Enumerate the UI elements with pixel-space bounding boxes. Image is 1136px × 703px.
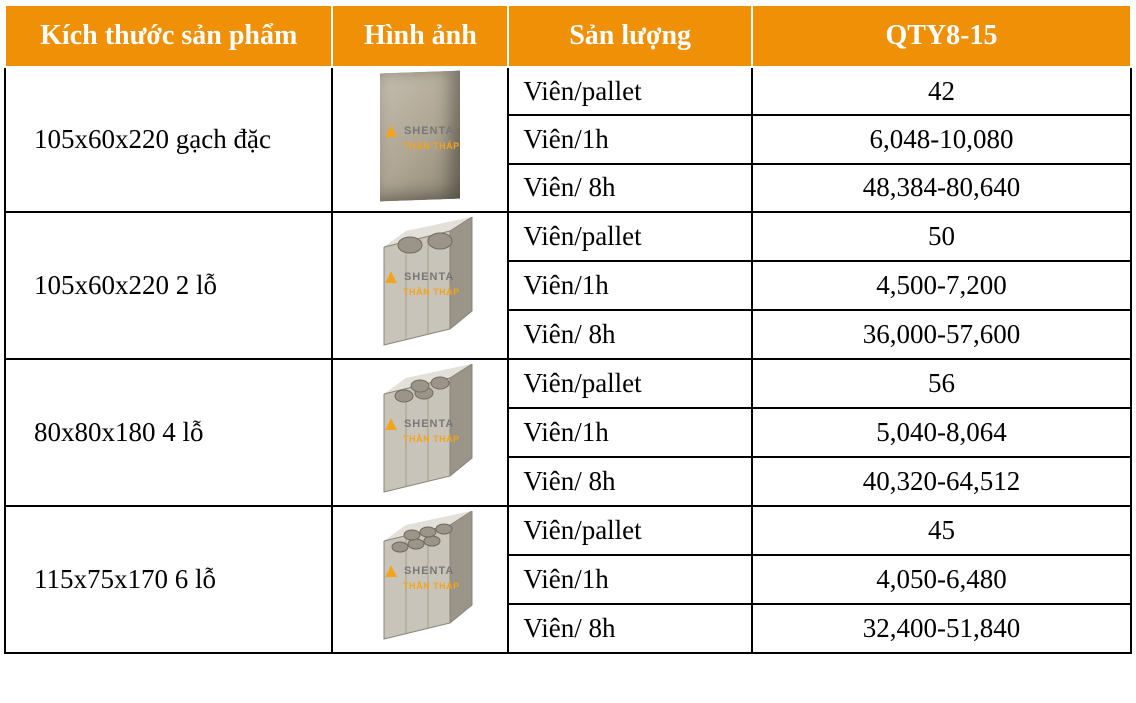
cell-qty-8h: 40,320-64,512 bbox=[752, 457, 1131, 506]
cell-output-label: Viên/pallet bbox=[508, 359, 752, 408]
cell-size: 80x80x180 4 lỗ bbox=[5, 359, 332, 506]
cell-qty-8h: 48,384-80,640 bbox=[752, 164, 1131, 212]
cell-qty-pallet: 50 bbox=[752, 212, 1131, 261]
cell-qty-8h: 32,400-51,840 bbox=[752, 604, 1131, 653]
cell-output-label: Viên/1h bbox=[508, 115, 752, 163]
cell-size: 105x60x220 gạch đặc bbox=[5, 67, 332, 212]
cell-size: 115x75x170 6 lỗ bbox=[5, 506, 332, 653]
cell-image: ▲SHENTATHẦN THÁP bbox=[332, 359, 508, 506]
cell-qty-1h: 6,048-10,080 bbox=[752, 115, 1131, 163]
cell-output-label: Viên/pallet bbox=[508, 506, 752, 555]
cell-output-label: Viên/ 8h bbox=[508, 310, 752, 359]
cell-qty-8h: 36,000-57,600 bbox=[752, 310, 1131, 359]
cell-output-label: Viên/1h bbox=[508, 261, 752, 310]
table-row: 105x60x220 gạch đặc▲SHENTATHẦN THÁPViên/… bbox=[5, 67, 1131, 115]
cell-image: ▲SHENTATHẦN THÁP bbox=[332, 67, 508, 212]
cell-output-label: Viên/1h bbox=[508, 408, 752, 457]
cell-output-label: Viên/1h bbox=[508, 555, 752, 604]
cell-qty-1h: 5,040-8,064 bbox=[752, 408, 1131, 457]
cell-output-label: Viên/pallet bbox=[508, 212, 752, 261]
cell-size: 105x60x220 2 lỗ bbox=[5, 212, 332, 359]
cell-image: ▲SHENTATHẦN THÁP bbox=[332, 212, 508, 359]
header-image: Hình ảnh bbox=[332, 5, 508, 67]
table-row: 105x60x220 2 lỗ ▲SHENTATHẦN THÁPViên/pal… bbox=[5, 212, 1131, 261]
table-row: 115x75x170 6 lỗ ▲SHENTATHẦN THÁPViên/pal… bbox=[5, 506, 1131, 555]
table-row: 80x80x180 4 lỗ ▲SHENTATHẦN THÁPViên/pall… bbox=[5, 359, 1131, 408]
cell-image: ▲SHENTATHẦN THÁP bbox=[332, 506, 508, 653]
cell-qty-pallet: 42 bbox=[752, 67, 1131, 115]
header-output: Sản lượng bbox=[508, 5, 752, 67]
product-table: Kích thước sản phẩm Hình ảnh Sản lượng Q… bbox=[4, 4, 1132, 654]
cell-output-label: Viên/pallet bbox=[508, 67, 752, 115]
cell-qty-1h: 4,500-7,200 bbox=[752, 261, 1131, 310]
cell-output-label: Viên/ 8h bbox=[508, 164, 752, 212]
cell-output-label: Viên/ 8h bbox=[508, 604, 752, 653]
header-size: Kích thước sản phẩm bbox=[5, 5, 332, 67]
header-qty: QTY8-15 bbox=[752, 5, 1131, 67]
cell-qty-pallet: 56 bbox=[752, 359, 1131, 408]
cell-output-label: Viên/ 8h bbox=[508, 457, 752, 506]
table-header-row: Kích thước sản phẩm Hình ảnh Sản lượng Q… bbox=[5, 5, 1131, 67]
cell-qty-1h: 4,050-6,480 bbox=[752, 555, 1131, 604]
cell-qty-pallet: 45 bbox=[752, 506, 1131, 555]
